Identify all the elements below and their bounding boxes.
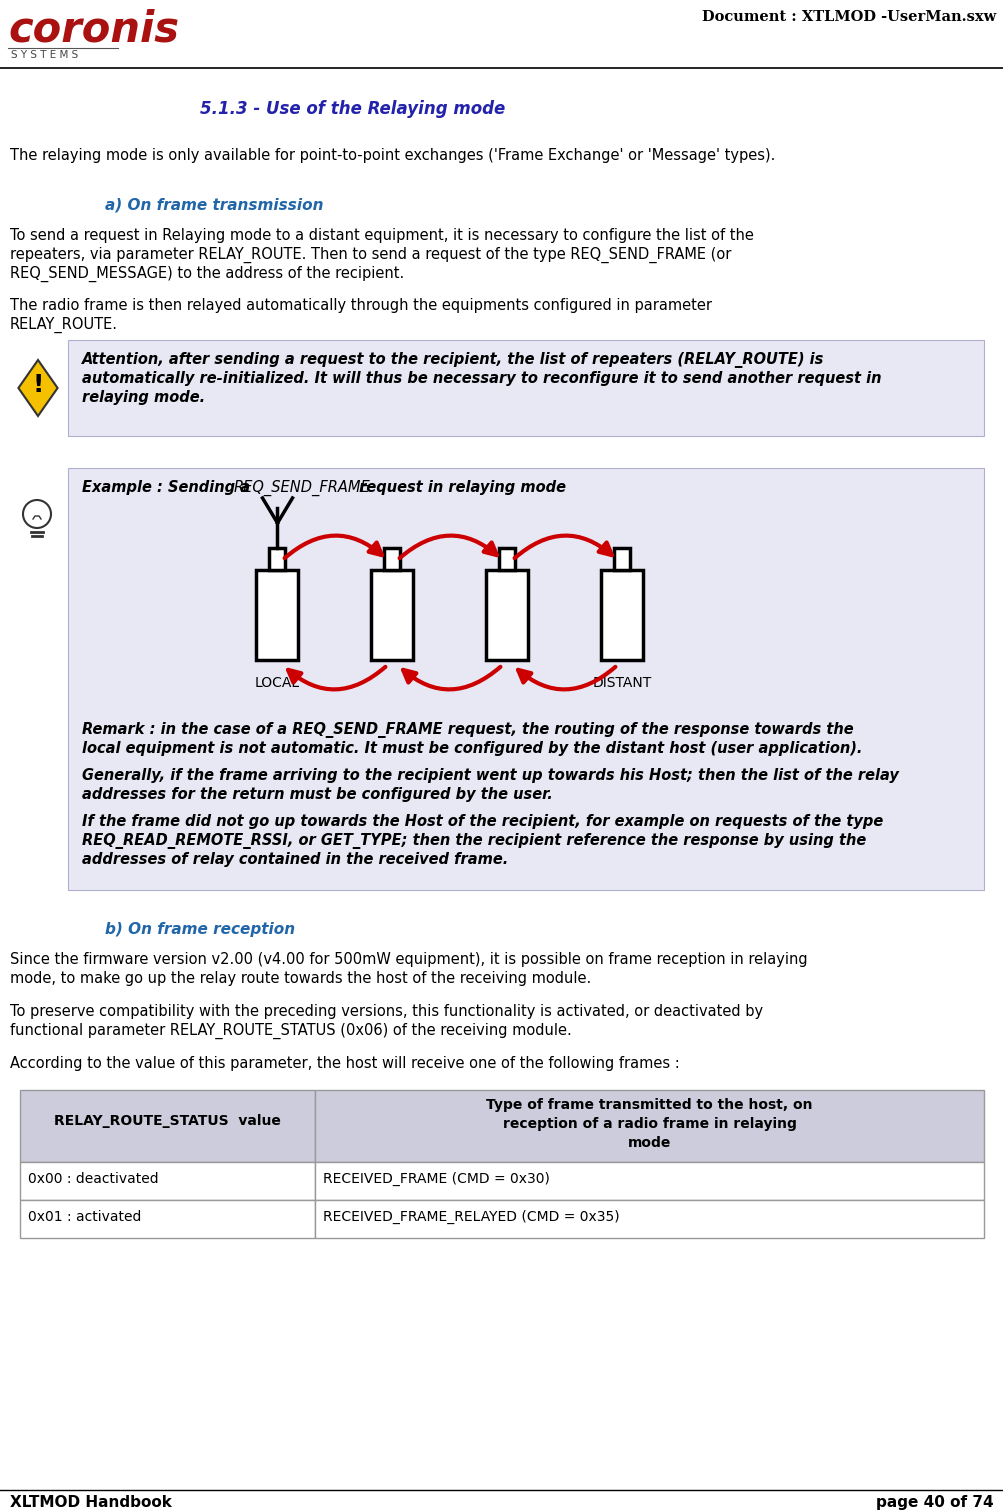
Text: local equipment is not automatic. It must be configured by the distant host (use: local equipment is not automatic. It mus…	[82, 741, 862, 757]
Bar	[315, 1163, 983, 1200]
Text: Document : XTLMOD -UserMan.sxw: Document : XTLMOD -UserMan.sxw	[701, 11, 995, 24]
Bar	[20, 1090, 315, 1163]
Text: Generally, if the frame arriving to the recipient went up towards his Host; then: Generally, if the frame arriving to the …	[82, 769, 898, 784]
Text: Remark : in the case of a REQ_SEND_FRAME request, the routing of the response to: Remark : in the case of a REQ_SEND_FRAME…	[82, 722, 853, 738]
Text: request in relaying mode: request in relaying mode	[354, 480, 566, 495]
Text: b) On frame reception: b) On frame reception	[105, 923, 295, 938]
Text: RECEIVED_FRAME (CMD = 0x30): RECEIVED_FRAME (CMD = 0x30)	[323, 1172, 550, 1187]
Text: The relaying mode is only available for point-to-point exchanges ('Frame Exchang: The relaying mode is only available for …	[10, 148, 774, 163]
Text: REQ_SEND_MESSAGE) to the address of the recipient.: REQ_SEND_MESSAGE) to the address of the …	[10, 266, 404, 282]
Bar	[371, 569, 413, 660]
Text: RELAY_ROUTE.: RELAY_ROUTE.	[10, 317, 118, 334]
Text: automatically re-initialized. It will thus be necessary to reconfigure it to sen: automatically re-initialized. It will th…	[82, 371, 881, 387]
Bar	[486, 569, 528, 660]
Bar	[614, 548, 630, 569]
Text: !: !	[32, 373, 44, 397]
Text: mode: mode	[627, 1136, 671, 1151]
Text: The radio frame is then relayed automatically through the equipments configured : The radio frame is then relayed automati…	[10, 297, 711, 313]
Text: REQ_SEND_FRAME: REQ_SEND_FRAME	[234, 480, 370, 497]
Text: Type of frame transmitted to the host, on: Type of frame transmitted to the host, o…	[485, 1098, 812, 1111]
Text: According to the value of this parameter, the host will receive one of the follo: According to the value of this parameter…	[10, 1055, 679, 1071]
Bar	[384, 548, 400, 569]
Text: repeaters, via parameter RELAY_ROUTE. Then to send a request of the type REQ_SEN: repeaters, via parameter RELAY_ROUTE. Th…	[10, 248, 730, 263]
Bar	[601, 569, 643, 660]
Text: S Y S T E M S: S Y S T E M S	[11, 50, 78, 60]
Text: functional parameter RELAY_ROUTE_STATUS (0x06) of the receiving module.: functional parameter RELAY_ROUTE_STATUS …	[10, 1022, 571, 1039]
Text: page 40 of 74: page 40 of 74	[876, 1495, 993, 1510]
FancyArrowPatch shape	[399, 536, 496, 559]
Text: addresses for the return must be configured by the user.: addresses for the return must be configu…	[82, 787, 553, 802]
Bar	[20, 1200, 315, 1238]
Text: DISTANT: DISTANT	[593, 676, 652, 690]
Text: REQ_READ_REMOTE_RSSI, or GET_TYPE; then the recipient reference the response by : REQ_READ_REMOTE_RSSI, or GET_TYPE; then …	[82, 834, 866, 849]
Text: mode, to make go up the relay route towards the host of the receiving module.: mode, to make go up the relay route towa…	[10, 971, 591, 986]
Text: Example : Sending a: Example : Sending a	[82, 480, 255, 495]
Text: 0x00 : deactivated: 0x00 : deactivated	[28, 1172, 158, 1185]
Text: LOCAL: LOCAL	[255, 676, 300, 690]
Text: To preserve compatibility with the preceding versions, this functionality is act: To preserve compatibility with the prece…	[10, 1004, 762, 1019]
Bar	[499, 548, 515, 569]
Text: addresses of relay contained in the received frame.: addresses of relay contained in the rece…	[82, 852, 508, 867]
Text: a) On frame transmission: a) On frame transmission	[105, 198, 323, 213]
Bar	[68, 340, 983, 436]
Bar	[68, 468, 983, 889]
Bar	[269, 548, 285, 569]
Text: 5.1.3 - Use of the Relaying mode: 5.1.3 - Use of the Relaying mode	[200, 100, 505, 118]
FancyArrowPatch shape	[515, 536, 611, 559]
Text: XLTMOD Handbook: XLTMOD Handbook	[10, 1495, 172, 1510]
FancyArrowPatch shape	[403, 667, 499, 690]
Text: relaying mode.: relaying mode.	[82, 390, 205, 405]
FancyArrowPatch shape	[518, 667, 615, 690]
Text: reception of a radio frame in relaying: reception of a radio frame in relaying	[503, 1117, 795, 1131]
Text: Attention, after sending a request to the recipient, the list of repeaters (RELA: Attention, after sending a request to th…	[82, 352, 823, 368]
Text: If the frame did not go up towards the Host of the recipient, for example on req: If the frame did not go up towards the H…	[82, 814, 883, 829]
Bar	[256, 569, 298, 660]
Bar	[20, 1163, 315, 1200]
FancyArrowPatch shape	[284, 536, 381, 559]
Text: Since the firmware version v2.00 (v4.00 for 500mW equipment), it is possible on : Since the firmware version v2.00 (v4.00 …	[10, 951, 806, 966]
FancyArrowPatch shape	[288, 667, 385, 690]
Text: coronis: coronis	[8, 8, 179, 50]
Bar	[315, 1200, 983, 1238]
Text: 0x01 : activated: 0x01 : activated	[28, 1210, 141, 1225]
Text: RELAY_ROUTE_STATUS  value: RELAY_ROUTE_STATUS value	[54, 1114, 281, 1128]
Bar	[315, 1090, 983, 1163]
Text: To send a request in Relaying mode to a distant equipment, it is necessary to co: To send a request in Relaying mode to a …	[10, 228, 753, 243]
Text: RECEIVED_FRAME_RELAYED (CMD = 0x35): RECEIVED_FRAME_RELAYED (CMD = 0x35)	[323, 1210, 619, 1225]
Polygon shape	[18, 359, 57, 415]
